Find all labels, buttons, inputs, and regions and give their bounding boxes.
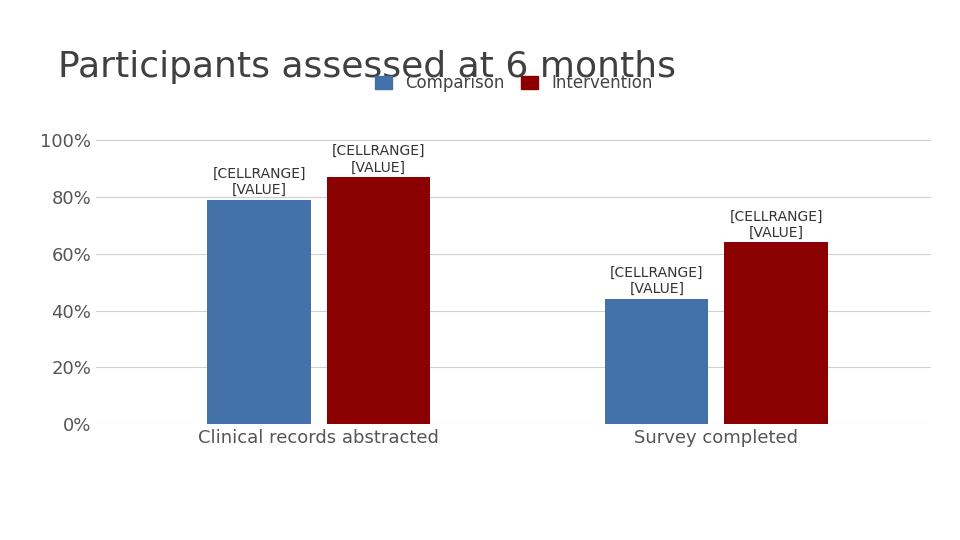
Bar: [725, 242, 828, 424]
Legend: Comparison, Intervention: Comparison, Intervention: [372, 71, 656, 96]
Text: [CELLRANGE]
[VALUE]: [CELLRANGE] [VALUE]: [212, 167, 306, 197]
Text: [CELLRANGE]
[VALUE]: [CELLRANGE] [VALUE]: [610, 266, 704, 296]
Text: [CELLRANGE]
[VALUE]: [CELLRANGE] [VALUE]: [331, 144, 425, 174]
Bar: [207, 200, 311, 424]
Text: Participants assessed at 6 months: Participants assessed at 6 months: [58, 50, 676, 84]
Bar: [326, 177, 430, 424]
Bar: [605, 299, 708, 424]
Text: [CELLRANGE]
[VALUE]: [CELLRANGE] [VALUE]: [730, 210, 823, 240]
